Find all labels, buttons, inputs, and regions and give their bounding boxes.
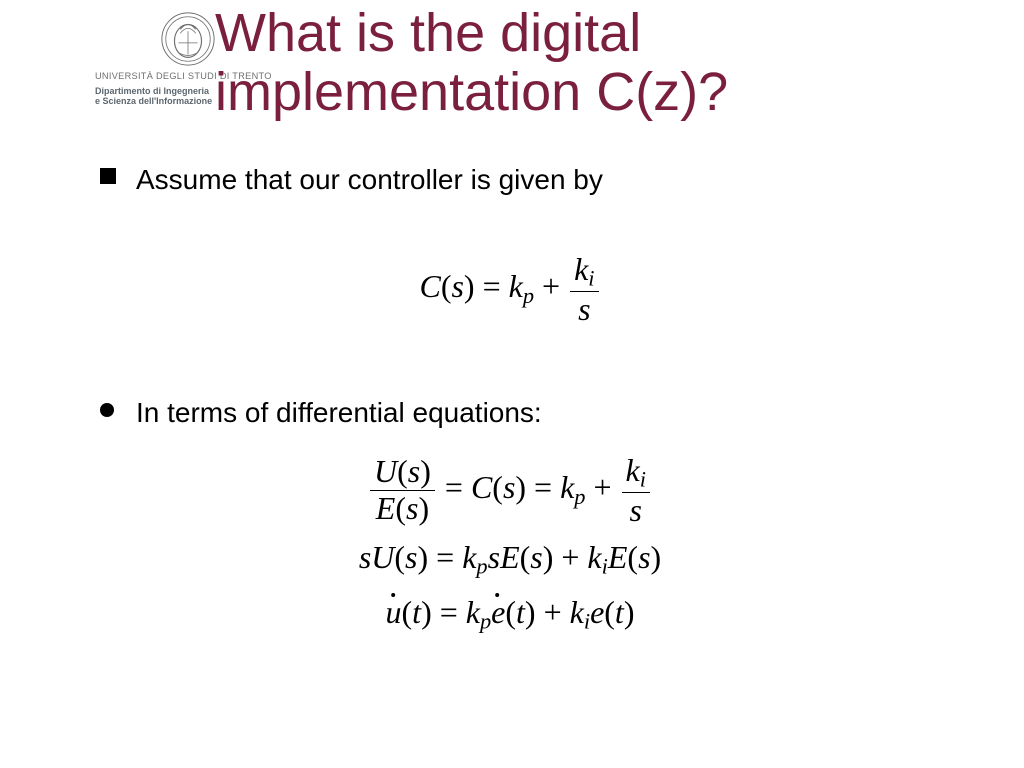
bullet-text: Assume that our controller is given by [136,162,603,197]
department-line-1: Dipartimento di Ingegneria [95,86,209,96]
slide-title: What is the digital implementation C(z)? [215,4,975,123]
bullet-item: Assume that our controller is given by [100,162,920,197]
equation-2: U(s) E(s) = C(s) = kp + ki s sU(s) = kps… [100,454,920,635]
bullet-square-icon [100,168,116,184]
bullet-item: In terms of differential equations: [100,395,920,430]
equation-1: C(s) = kp + ki s [100,253,920,327]
bullet-dot-icon [100,403,114,417]
university-crest-icon [159,10,217,68]
slide: UNIVERSITÀ DEGLI STUDI DI TRENTO Diparti… [0,0,1024,768]
bullet-text: In terms of differential equations: [136,395,542,430]
slide-body: Assume that our controller is given by C… [100,162,920,635]
department-line-2: e Scienza dell'Informazione [95,96,212,106]
